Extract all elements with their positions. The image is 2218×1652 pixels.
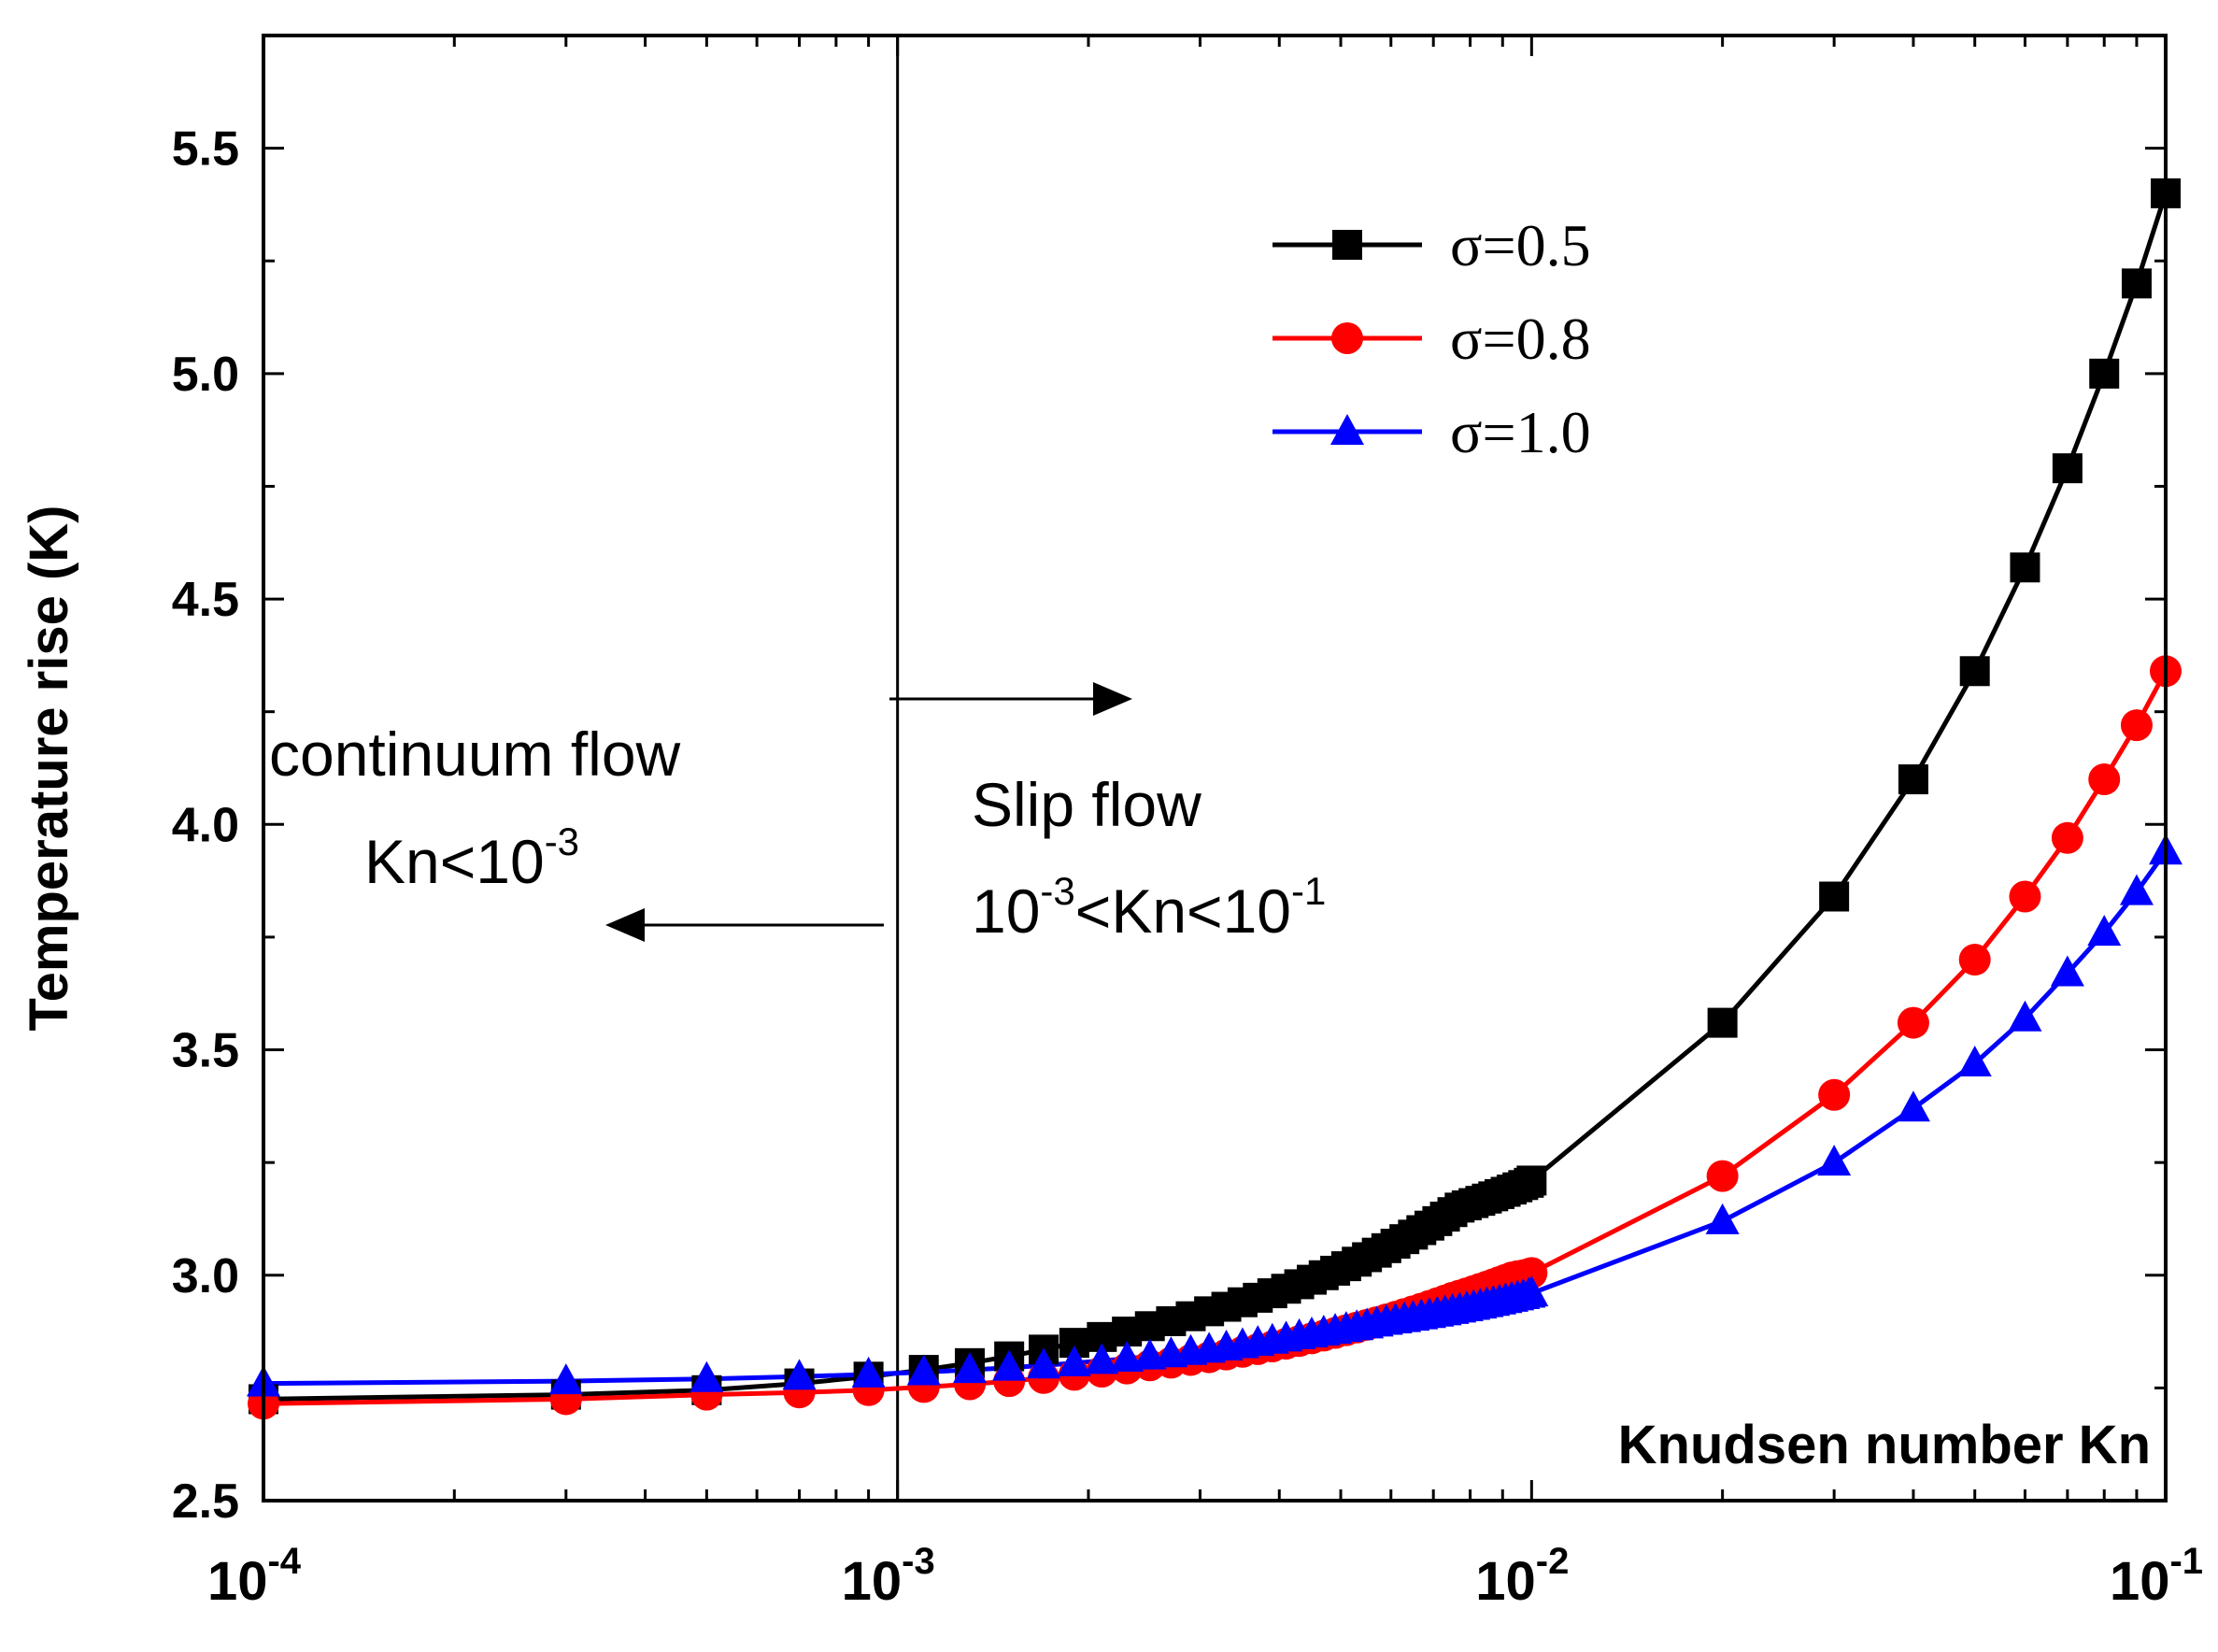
data-point-series-3 [1110, 1341, 1145, 1373]
left-arrow-head [605, 908, 645, 942]
x-axis-label: Knudsen number Kn [1618, 1415, 2151, 1475]
data-point-series-3 [1957, 1046, 1992, 1077]
data-point-series-3 [1057, 1345, 1091, 1376]
data-point-series-3 [1085, 1343, 1119, 1374]
y-tick-label: 4.5 [172, 573, 239, 627]
data-point-series-1 [2010, 552, 2040, 583]
x-tick-base: 10 [207, 1551, 268, 1612]
data-point-series-3 [2119, 874, 2154, 905]
continuum-flow-label: continuum flow [269, 719, 681, 789]
y-tick-label: 3.5 [172, 1024, 239, 1078]
data-point-series-3 [992, 1349, 1027, 1381]
x-tick-label: 10-4 [207, 1541, 302, 1612]
x-tick-label: 10-2 [1475, 1541, 1569, 1612]
data-point-series-3 [1514, 1275, 1549, 1307]
data-point-series-3 [782, 1359, 817, 1390]
data-point-series-3 [906, 1354, 941, 1386]
slip-kn-a-exp: -3 [1040, 869, 1074, 913]
data-point-series-3 [1705, 1203, 1740, 1234]
data-point-series-3 [1896, 1090, 1930, 1122]
x-tick-exp: -3 [902, 1541, 935, 1582]
legend-label-1: σ=0.5 [1450, 212, 1591, 278]
data-point-series-3 [851, 1356, 886, 1388]
slip-kn-a: 10 [972, 876, 1040, 946]
slip-flow-label: Slip flow [972, 770, 1201, 839]
slip-kn-label: 10-3<Kn<10-1 [972, 869, 1326, 946]
continuum-kn-base: Kn<10 [364, 827, 545, 896]
data-point-series-3 [548, 1363, 583, 1395]
data-point-series-3 [952, 1352, 987, 1384]
data-point-series-3 [2050, 955, 2084, 987]
series-markers [247, 178, 2182, 1420]
data-point-series-1 [2121, 268, 2152, 299]
data-point-series-1 [1819, 881, 1850, 912]
x-tick-base: 10 [842, 1551, 903, 1612]
data-point-series-2 [2051, 821, 2083, 854]
plot-frame [262, 34, 2168, 1502]
right-arrow-head [1093, 682, 1132, 716]
x-tick-label: 10-3 [842, 1541, 935, 1612]
y-tick-label: 2.5 [172, 1474, 239, 1529]
x-tick-labels: 10-4 10-3 10-2 10-1 [207, 1541, 2203, 1612]
data-point-series-2 [2088, 763, 2121, 796]
data-point-series-1 [1516, 1165, 1547, 1196]
data-point-series-2 [1897, 1006, 1929, 1039]
data-point-series-3 [2008, 1000, 2042, 1032]
data-point-series-1 [2052, 453, 2083, 484]
x-tick-base: 10 [1475, 1551, 1536, 1612]
legend-label-2: σ=0.8 [1450, 306, 1591, 372]
x-tick-exp: -4 [267, 1541, 301, 1582]
legend-marker-3 [1330, 414, 1364, 445]
data-point-series-2 [1706, 1160, 1739, 1192]
continuum-kn-exp: -3 [545, 819, 579, 863]
data-point-series-1 [1959, 656, 1990, 687]
legend-marker-2 [1331, 322, 1363, 354]
legend: σ=0.5 σ=0.8 σ=1.0 [1273, 212, 1591, 465]
legend-label-3: σ=1.0 [1450, 399, 1591, 465]
y-axis-label: Temperature rise (K) [19, 506, 79, 1032]
data-point-series-3 [1027, 1347, 1061, 1379]
x-tick-label: 10-1 [2110, 1541, 2203, 1612]
data-point-series-1 [1707, 1007, 1738, 1038]
slip-kn-b-exp: -1 [1291, 869, 1326, 913]
slip-kn-b: <Kn<10 [1075, 876, 1291, 946]
x-tick-exp: -2 [1536, 1541, 1570, 1582]
y-tick-label: 3.0 [172, 1249, 239, 1303]
data-point-series-1 [2089, 358, 2120, 389]
data-point-series-2 [1818, 1078, 1851, 1111]
y-tick-label: 4.0 [172, 798, 239, 852]
data-point-series-3 [2087, 915, 2122, 947]
data-point-series-3 [690, 1360, 724, 1392]
y-tick-label: 5.0 [172, 348, 239, 402]
data-point-series-1 [1898, 764, 1928, 795]
x-tick-exp: -1 [2169, 1541, 2203, 1582]
legend-marker-1 [1332, 230, 1362, 260]
y-tick-labels: 2.5 3.0 3.5 4.0 4.5 5.0 5.5 [172, 122, 239, 1529]
data-point-series-3 [1817, 1145, 1852, 1176]
data-point-series-2 [2120, 709, 2153, 742]
y-tick-label: 5.5 [172, 122, 239, 177]
x-tick-base: 10 [2110, 1551, 2170, 1612]
data-point-series-2 [1958, 944, 1991, 976]
continuum-kn-label: Kn<10-3 [364, 819, 579, 896]
data-point-series-2 [2009, 880, 2041, 913]
